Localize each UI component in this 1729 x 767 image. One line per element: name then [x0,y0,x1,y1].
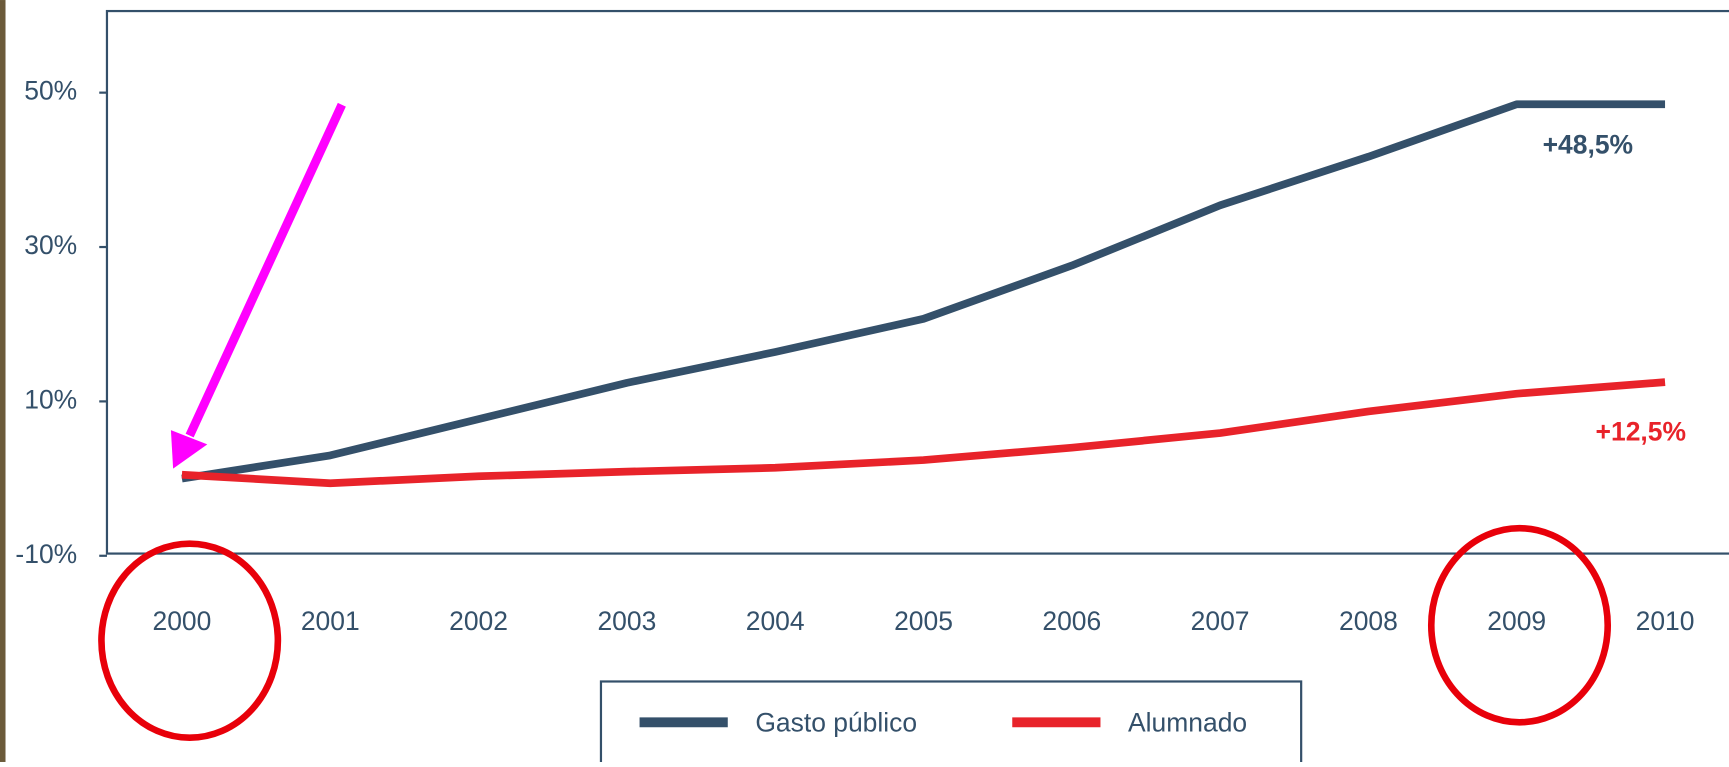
y-tick-label: 30% [24,230,77,260]
x-tick-label: 2009 [1487,606,1546,636]
y-tick-label: -10% [15,539,77,569]
x-tick-label: 2006 [1042,606,1101,636]
annotation: +48,5% [1543,130,1633,160]
legend-label: Gasto público [755,707,917,737]
x-tick-label: 2001 [301,606,360,636]
y-tick-label: 10% [24,384,77,414]
x-tick-label: 2004 [746,606,805,636]
left-strip [0,0,6,762]
x-tick-label: 2000 [153,606,212,636]
y-tick-label: 50% [24,76,77,106]
arrow-shaft [185,102,346,438]
x-tick-label: 2008 [1339,606,1398,636]
legend-label: Alumnado [1128,707,1247,737]
plot: -10% 10% 30% 50% 2000 2001 2002 2003 2004 2005 200… [15,76,1694,636]
x-tick-label: 2007 [1191,606,1250,636]
highlight-circle [1427,524,1612,726]
arrow-head [170,430,208,469]
x-tick-label: 2010 [1636,606,1695,636]
x-tick-label: 2003 [597,606,656,636]
plot-frame [105,9,1729,555]
highlight-circle [98,540,282,742]
x-tick-label: 2005 [894,606,953,636]
series-line [181,100,1666,483]
legend: Gasto público Alumnado [639,707,1247,737]
series-line [181,378,1666,488]
annotation: +12,5% [1596,416,1686,446]
x-tick-label: 2002 [449,606,508,636]
